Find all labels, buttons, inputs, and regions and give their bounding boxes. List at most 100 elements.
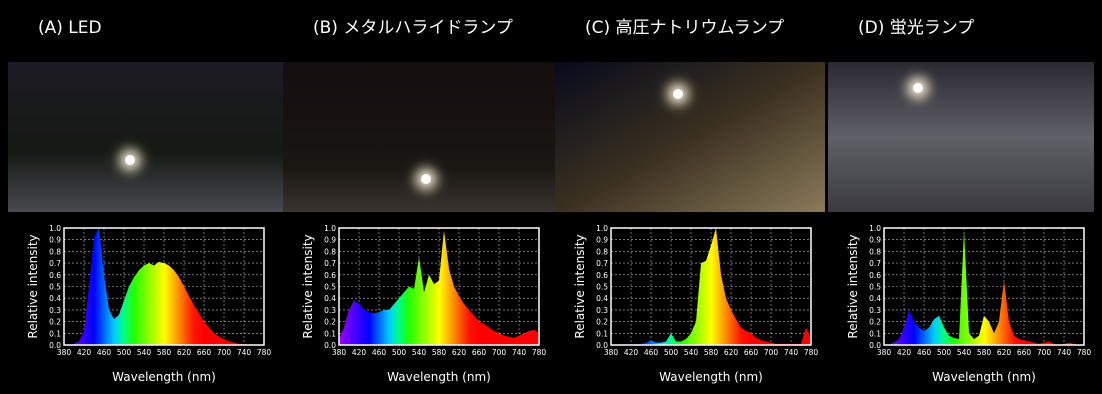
- y-tick-label: 0.9: [596, 236, 608, 245]
- y-tick-label: 0.9: [49, 236, 61, 245]
- y-axis-label: Relative intensity: [846, 234, 860, 338]
- x-tick-label: 620: [452, 348, 467, 357]
- x-tick-label: 740: [784, 348, 799, 357]
- x-tick-label: 700: [217, 348, 232, 357]
- y-tick-label: 0.6: [596, 271, 608, 280]
- panel-title: (B) メタルハライドランプ: [313, 18, 513, 38]
- y-tick-label: 0.2: [596, 318, 608, 327]
- y-tick-label: 0.8: [49, 247, 61, 256]
- x-tick-label: 580: [432, 348, 447, 357]
- x-tick-label: 500: [937, 348, 952, 357]
- y-tick-label: 0.8: [869, 247, 881, 256]
- x-tick-label: 500: [117, 348, 132, 357]
- y-tick-label: 0.4: [869, 294, 881, 303]
- x-tick-label: 420: [77, 348, 92, 357]
- x-tick-label: 620: [997, 348, 1012, 357]
- lamp: [421, 174, 431, 184]
- y-tick-label: 0.0: [869, 341, 881, 350]
- x-tick-label: 780: [1077, 348, 1092, 357]
- y-tick-label: 0.3: [49, 306, 61, 315]
- y-tick-label: 0.4: [324, 294, 336, 303]
- y-tick-label: 0.0: [49, 341, 61, 350]
- x-tick-label: 580: [704, 348, 719, 357]
- x-tick-label: 700: [764, 348, 779, 357]
- x-tick-label: 420: [624, 348, 639, 357]
- x-tick-label: 460: [97, 348, 112, 357]
- y-tick-label: 0.3: [869, 306, 881, 315]
- x-tick-label: 460: [372, 348, 387, 357]
- x-tick-label: 540: [412, 348, 427, 357]
- y-tick-label: 0.7: [596, 259, 608, 268]
- photo: [828, 62, 1094, 212]
- y-tick-label: 0.7: [324, 259, 336, 268]
- photo: [555, 62, 825, 212]
- panel-title: (A) LED: [38, 18, 102, 38]
- y-axis-label: Relative intensity: [573, 234, 587, 338]
- y-tick-label: 0.5: [869, 283, 881, 292]
- x-tick-label: 420: [897, 348, 912, 357]
- y-tick-label: 0.4: [596, 294, 608, 303]
- x-tick-label: 740: [512, 348, 527, 357]
- y-tick-label: 0.2: [324, 318, 336, 327]
- x-tick-label: 500: [664, 348, 679, 357]
- panel-title: (C) 高圧ナトリウムランプ: [585, 18, 784, 38]
- figure: (A) LED380420460500540580620660700740780…: [0, 0, 1102, 394]
- y-tick-label: 0.8: [324, 247, 336, 256]
- x-tick-label: 540: [137, 348, 152, 357]
- photo: [283, 62, 555, 212]
- x-tick-label: 780: [804, 348, 819, 357]
- x-tick-label: 780: [532, 348, 547, 357]
- photo: [8, 62, 283, 212]
- y-tick-label: 0.5: [324, 283, 336, 292]
- x-tick-label: 620: [177, 348, 192, 357]
- y-tick-label: 0.0: [324, 341, 336, 350]
- x-axis-label: Wavelength (nm): [659, 370, 763, 384]
- x-tick-label: 500: [392, 348, 407, 357]
- y-tick-label: 0.2: [869, 318, 881, 327]
- y-tick-label: 0.6: [49, 271, 61, 280]
- x-tick-label: 580: [157, 348, 172, 357]
- y-tick-label: 0.5: [596, 283, 608, 292]
- y-tick-label: 0.6: [869, 271, 881, 280]
- y-tick-label: 1.0: [596, 224, 608, 233]
- y-tick-label: 0.1: [324, 329, 336, 338]
- y-tick-label: 0.1: [869, 329, 881, 338]
- photo-bg: [828, 62, 1094, 212]
- x-tick-label: 700: [1037, 348, 1052, 357]
- lamp: [673, 89, 683, 99]
- y-axis-label: Relative intensity: [301, 234, 315, 338]
- y-tick-label: 0.2: [49, 318, 61, 327]
- x-tick-label: 660: [197, 348, 212, 357]
- x-tick-label: 540: [957, 348, 972, 357]
- page: {"chart_data":[ {"type":"area","title":"…: [0, 0, 1102, 394]
- x-tick-label: 740: [1057, 348, 1072, 357]
- x-tick-label: 660: [744, 348, 759, 357]
- y-tick-label: 0.1: [596, 329, 608, 338]
- y-tick-label: 0.5: [49, 283, 61, 292]
- x-tick-label: 660: [1017, 348, 1032, 357]
- x-tick-label: 460: [644, 348, 659, 357]
- panel-title: (D) 蛍光ランプ: [858, 18, 974, 38]
- x-tick-label: 780: [257, 348, 272, 357]
- x-axis-label: Wavelength (nm): [387, 370, 491, 384]
- y-tick-label: 0.1: [49, 329, 61, 338]
- lamp: [913, 83, 923, 93]
- y-tick-label: 0.7: [869, 259, 881, 268]
- x-tick-label: 700: [492, 348, 507, 357]
- x-tick-label: 660: [472, 348, 487, 357]
- x-tick-label: 740: [237, 348, 252, 357]
- y-tick-label: 0.6: [324, 271, 336, 280]
- y-tick-label: 0.4: [49, 294, 61, 303]
- photo-bg: [8, 62, 283, 212]
- y-tick-label: 0.9: [324, 236, 336, 245]
- y-tick-label: 0.0: [596, 341, 608, 350]
- x-axis-label: Wavelength (nm): [932, 370, 1036, 384]
- y-tick-label: 1.0: [49, 224, 61, 233]
- y-tick-label: 0.8: [596, 247, 608, 256]
- y-tick-label: 1.0: [324, 224, 336, 233]
- y-axis-label: Relative intensity: [26, 234, 40, 338]
- y-tick-label: 0.3: [596, 306, 608, 315]
- y-tick-label: 1.0: [869, 224, 881, 233]
- y-tick-label: 0.9: [869, 236, 881, 245]
- x-tick-label: 620: [724, 348, 739, 357]
